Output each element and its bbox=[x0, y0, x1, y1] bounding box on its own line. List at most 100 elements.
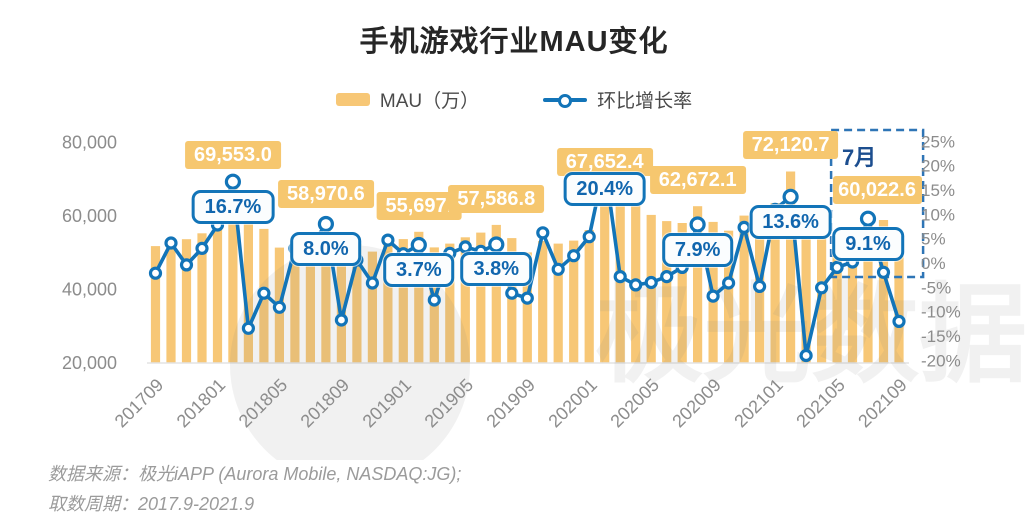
mau-bar bbox=[212, 217, 223, 363]
watermark-blob-icon bbox=[230, 245, 470, 485]
growth-marker bbox=[644, 275, 658, 290]
growth-marker bbox=[706, 289, 720, 303]
growth-marker bbox=[164, 236, 178, 250]
growth-marker bbox=[520, 291, 534, 305]
growth-marker bbox=[582, 230, 596, 244]
growth-marker bbox=[410, 236, 427, 254]
y-right-tick: -10% bbox=[921, 303, 961, 322]
growth-marker bbox=[241, 321, 255, 335]
mau-bar bbox=[847, 234, 858, 363]
growth-marker bbox=[458, 240, 472, 254]
y-left-tick: 20,000 bbox=[62, 353, 117, 373]
y-right-tick: 10% bbox=[921, 205, 955, 224]
x-tick: 201801 bbox=[173, 375, 230, 432]
growth-marker bbox=[830, 260, 844, 274]
mau-bar bbox=[801, 221, 811, 363]
mau-bar bbox=[863, 215, 873, 363]
mau-bar bbox=[817, 232, 827, 363]
highlight-dashed-box bbox=[829, 128, 925, 279]
growth-marker bbox=[814, 281, 829, 295]
mau-bar bbox=[755, 226, 765, 363]
growth-marker bbox=[799, 348, 813, 363]
growth-marker bbox=[148, 266, 163, 280]
mau-bar bbox=[553, 243, 563, 363]
y-right-tick: -15% bbox=[921, 327, 961, 346]
y-right-tick: -5% bbox=[921, 278, 951, 297]
growth-marker bbox=[675, 260, 689, 274]
mau-bar bbox=[228, 180, 238, 363]
legend-mau-label: MAU（万） bbox=[379, 91, 480, 112]
growth-marker bbox=[288, 241, 302, 255]
mau-bar bbox=[150, 246, 161, 363]
growth-marker bbox=[474, 244, 488, 258]
mau-bar bbox=[491, 224, 501, 363]
mau-bar bbox=[367, 251, 377, 363]
mau-bar bbox=[290, 241, 300, 363]
mau-bar bbox=[336, 245, 346, 363]
growth-marker bbox=[365, 276, 379, 290]
mau-bar bbox=[476, 232, 486, 363]
mau-bar bbox=[724, 230, 734, 363]
growth-marker bbox=[596, 155, 613, 172]
mau-bar bbox=[507, 238, 517, 363]
growth-marker bbox=[303, 241, 317, 255]
growth-marker bbox=[272, 300, 286, 314]
mau-bar bbox=[894, 246, 904, 363]
x-tick: 201709 bbox=[111, 375, 168, 432]
growth-marker bbox=[660, 270, 674, 284]
mau-bar bbox=[243, 215, 253, 363]
growth-marker bbox=[224, 173, 241, 190]
mau-bar bbox=[677, 223, 687, 363]
growth-marker bbox=[396, 247, 410, 261]
legend-item-growth: 环比增长率 bbox=[543, 86, 692, 113]
growth-marker bbox=[488, 236, 505, 253]
line-swatch-icon bbox=[543, 93, 588, 108]
mau-bar bbox=[832, 234, 842, 363]
growth-marker bbox=[768, 202, 782, 216]
footer-data-source: 数据来源：极光iAPP (Aurora Mobile, NASDAQ:JG); bbox=[48, 464, 462, 484]
mau-bar bbox=[878, 220, 889, 363]
mau-bar bbox=[352, 243, 362, 363]
growth-marker bbox=[737, 220, 751, 234]
x-tick: 201909 bbox=[482, 375, 539, 432]
y-left-tick: 40,000 bbox=[62, 280, 117, 300]
legend: MAU（万） 环比增长率 bbox=[0, 86, 1028, 113]
growth-marker bbox=[443, 246, 457, 260]
mau-bar bbox=[739, 215, 749, 363]
growth-marker bbox=[179, 258, 194, 272]
growth-marker bbox=[257, 286, 271, 300]
chart-area: 极光数据 80,000 60,000 40,000 20,000 25% 20% 15% 10%… bbox=[62, 128, 1027, 485]
growth-marker bbox=[505, 286, 519, 300]
mau-bar bbox=[693, 206, 703, 363]
footer-data-period: 取数周期：2017.9-2021.9 bbox=[48, 494, 255, 514]
y-left-tick: 60,000 bbox=[62, 206, 117, 226]
bar-swatch-icon bbox=[335, 93, 370, 106]
x-tick: 202001 bbox=[544, 375, 601, 432]
growth-marker bbox=[567, 249, 581, 263]
mau-bar bbox=[445, 243, 455, 363]
mau-bar bbox=[383, 242, 393, 363]
mau-bar bbox=[538, 241, 548, 363]
y-right-tick: 5% bbox=[921, 230, 946, 249]
growth-marker bbox=[689, 216, 706, 233]
growth-marker bbox=[859, 210, 877, 227]
y-right-tick: -20% bbox=[921, 351, 961, 370]
y-right-tick: 20% bbox=[921, 157, 955, 176]
mau-bar bbox=[786, 171, 796, 363]
mau-bar bbox=[166, 238, 176, 363]
mau-bar bbox=[398, 239, 408, 363]
growth-marker bbox=[536, 226, 550, 240]
mau-bar bbox=[414, 231, 424, 363]
mau-bar bbox=[584, 230, 594, 363]
growth-marker bbox=[551, 262, 565, 276]
growth-marker bbox=[613, 270, 627, 284]
legend-growth-label: 环比增长率 bbox=[597, 91, 693, 112]
growth-marker bbox=[427, 293, 441, 307]
y-left-tick: 80,000 bbox=[62, 133, 117, 153]
growth-marker bbox=[752, 279, 767, 293]
growth-marker bbox=[892, 314, 906, 328]
mau-bar bbox=[770, 203, 780, 363]
growth-marker bbox=[845, 255, 860, 269]
growth-marker bbox=[721, 276, 736, 290]
growth-marker bbox=[629, 278, 643, 292]
